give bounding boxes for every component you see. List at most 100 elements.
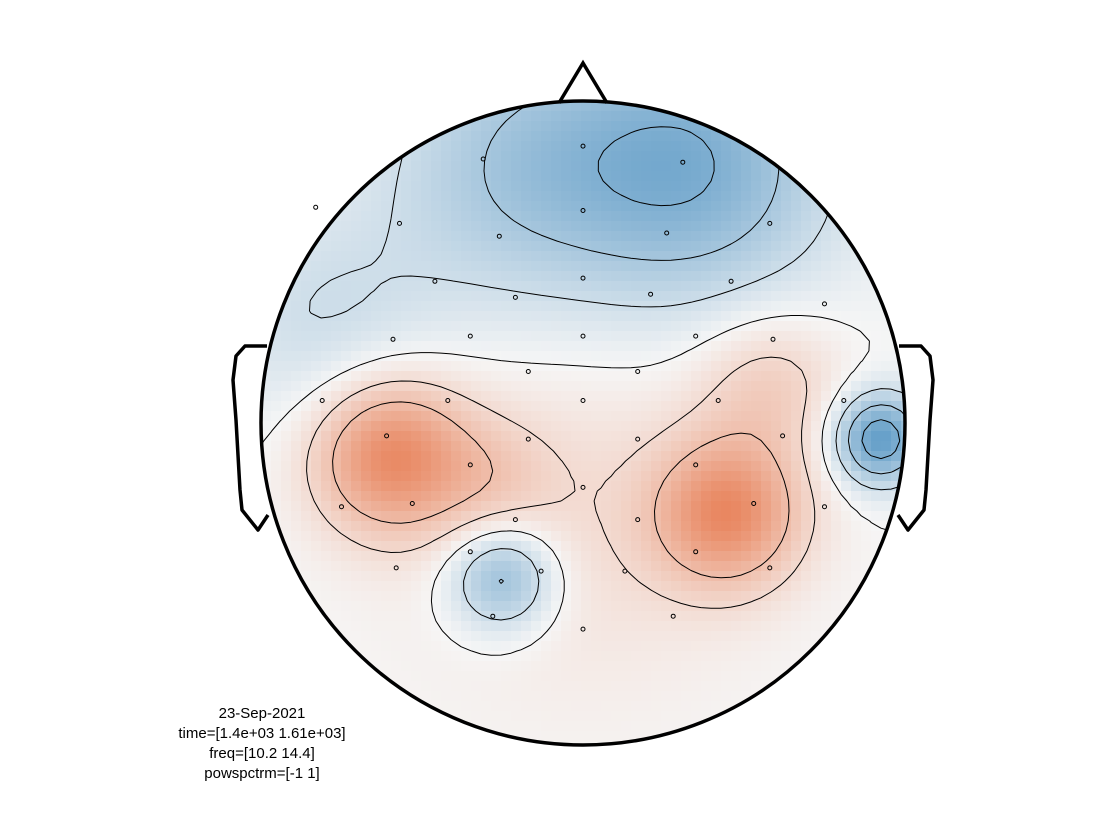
heatmap-cell [501,191,512,202]
heatmap-cell [681,351,692,362]
heatmap-cell [281,521,292,532]
heatmap-cell [511,441,522,452]
heatmap-cell [401,401,412,412]
heatmap-cell [701,191,712,202]
heatmap-cell [781,581,792,592]
heatmap-cell [311,551,322,562]
heatmap-cell [621,421,632,432]
heatmap-cell [381,211,392,222]
heatmap-cell [811,341,822,352]
heatmap-cell [621,111,632,122]
heatmap-cell [701,311,712,322]
heatmap-cell [411,221,422,232]
heatmap-cell [501,361,512,372]
heatmap-cell [891,451,902,462]
heatmap-cell [321,371,332,382]
heatmap-cell [461,361,472,372]
heatmap-cell [651,351,662,362]
heatmap-cell [631,571,642,582]
heatmap-cell [341,311,352,322]
heatmap-cell [581,141,592,152]
heatmap-cell [451,341,462,352]
heatmap-cell [781,511,792,522]
heatmap-cell [811,561,822,572]
heatmap-cell [421,551,432,562]
heatmap-cell [551,401,562,412]
heatmap-cell [831,631,842,642]
heatmap-cell [511,131,522,142]
heatmap-cell [421,691,432,702]
heatmap-cell [551,141,562,152]
heatmap-cell [291,301,302,312]
heatmap-cell [761,291,772,302]
heatmap-cell [331,441,342,452]
heatmap-cell [341,481,352,492]
heatmap-cell [311,391,322,402]
heatmap-cell [691,421,702,432]
heatmap-cell [591,581,602,592]
heatmap-cell [501,261,512,272]
heatmap-cell [821,321,832,332]
heatmap-cell [771,521,782,532]
heatmap-cell [571,591,582,602]
heatmap-cell [741,471,752,482]
electrode-marker [635,369,641,374]
heatmap-cell [521,421,532,432]
heatmap-cell [371,301,382,312]
heatmap-cell [711,721,722,732]
heatmap-cell [811,481,822,492]
heatmap-cell [291,381,302,392]
heatmap-cell [521,591,532,602]
heatmap-cell [381,471,392,482]
heatmap-cell [511,601,522,612]
heatmap-cell [591,211,602,222]
heatmap-cell [701,131,712,142]
heatmap-cell [441,611,452,622]
heatmap-cell [631,671,642,682]
heatmap-cell [621,581,632,592]
heatmap-cell [551,471,562,482]
heatmap-cell [391,201,402,212]
heatmap-cell [551,491,562,502]
heatmap-cell [601,221,612,232]
heatmap-cell [481,411,492,422]
heatmap-cell [441,181,452,192]
heatmap-cell [651,241,662,252]
heatmap-cell [721,431,732,442]
heatmap-cell [441,391,452,402]
heatmap-cell [871,521,882,532]
heatmap-cell [321,311,332,322]
heatmap-cell [781,481,792,492]
heatmap-cell [811,301,822,312]
heatmap-cell [481,331,492,342]
heatmap-cell [531,721,542,732]
heatmap-cell [391,651,402,662]
heatmap-cell [731,171,742,182]
heatmap-cell [501,211,512,222]
heatmap-cell [781,551,792,562]
heatmap-cell [471,601,482,612]
heatmap-cell [671,491,682,502]
heatmap-cell [381,311,392,322]
heatmap-cell [491,441,502,452]
heatmap-cell [371,601,382,612]
heatmap-cell [721,281,732,292]
heatmap-cell [681,421,692,432]
heatmap-cell [371,271,382,282]
heatmap-cell [431,231,442,242]
heatmap-cell [711,131,722,142]
heatmap-cell [521,371,532,382]
heatmap-cell [311,581,322,592]
heatmap-cell [641,451,652,462]
heatmap-cell [711,381,722,392]
heatmap-cell [771,431,782,442]
heatmap-cell [381,451,392,462]
electrode-marker [580,275,586,281]
heatmap-cell [861,411,872,422]
heatmap-cell [591,341,602,352]
heatmap-cell [391,331,402,342]
heatmap-cell [771,301,782,312]
heatmap-cell [421,331,432,342]
heatmap-cell [411,171,422,182]
heatmap-cell [311,261,322,272]
